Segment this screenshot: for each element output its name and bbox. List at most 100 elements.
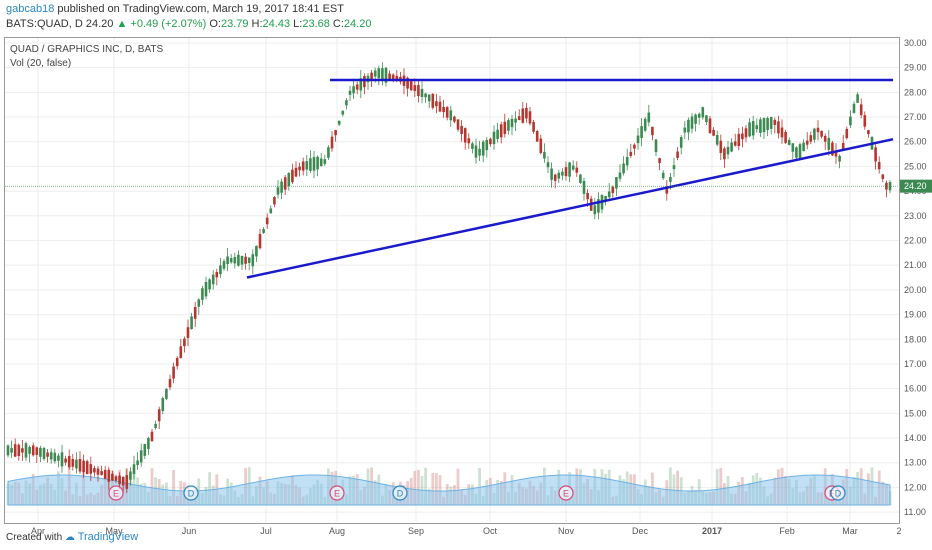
candle-body <box>139 450 143 463</box>
volume-bar <box>676 470 679 505</box>
candle-body <box>481 141 485 156</box>
username-link[interactable]: gabcab18 <box>6 3 55 15</box>
symbol-label: BATS:QUAD, D <box>6 18 83 30</box>
candle-body <box>215 272 219 278</box>
candle-body <box>363 76 366 88</box>
volume-bar <box>672 474 676 505</box>
candle-body <box>471 143 474 149</box>
candle-body <box>766 118 769 130</box>
candle-body <box>103 469 107 479</box>
event-label: E <box>563 489 569 499</box>
x-tick-label: Mar <box>842 526 858 536</box>
x-tick-label: Dec <box>632 526 649 536</box>
candle-body <box>42 448 46 459</box>
candle-body <box>125 475 129 489</box>
candle-body <box>849 116 852 126</box>
last-price-tag-label: 24.20 <box>904 181 927 191</box>
candle-body <box>208 279 211 290</box>
candle-body <box>175 357 179 367</box>
candle-body <box>424 93 427 98</box>
candle-body <box>622 163 625 174</box>
candle-body <box>669 177 672 182</box>
candle-body <box>741 133 744 140</box>
candle-body <box>222 261 226 269</box>
candle-body <box>229 258 233 263</box>
candle-body <box>395 75 399 81</box>
candle-body <box>255 245 258 257</box>
candle-body <box>780 127 784 138</box>
candle-body <box>546 162 550 168</box>
candle-body <box>489 138 492 145</box>
tradingview-brand[interactable]: TradingView <box>77 531 139 543</box>
candle-body <box>237 254 240 266</box>
y-tick-label: 27.00 <box>904 112 927 122</box>
candle-body <box>417 85 420 97</box>
candle-body <box>60 452 64 467</box>
candle-body <box>319 158 323 167</box>
candle-body <box>118 475 121 485</box>
candle-body <box>769 116 773 129</box>
x-tick-label: Jul <box>260 526 272 536</box>
candle-body <box>460 125 463 135</box>
candle-body <box>503 121 507 135</box>
volume-bar <box>413 470 417 505</box>
candle-body <box>582 181 586 194</box>
candle-body <box>676 151 679 158</box>
candle-body <box>190 316 193 330</box>
support-trendline[interactable] <box>246 138 894 279</box>
candle-body <box>276 187 280 195</box>
y-tick-label: 26.00 <box>904 137 927 147</box>
candle-body <box>280 181 283 193</box>
candle-body <box>388 73 391 79</box>
candle-body <box>611 186 615 194</box>
candle-body <box>571 165 575 170</box>
candle-body <box>240 255 244 265</box>
candle-body <box>265 217 269 225</box>
candle-body <box>57 455 60 461</box>
candle-body <box>294 167 298 177</box>
candle-body <box>453 116 456 122</box>
candle-body <box>381 68 384 81</box>
chart-pane[interactable] <box>4 37 900 524</box>
candle-body <box>823 135 827 142</box>
candle-body <box>521 108 525 123</box>
candle-body <box>877 162 881 170</box>
y-tick-label: 30.00 <box>904 38 927 48</box>
candle-body <box>694 114 697 124</box>
price-axis[interactable]: 30.0029.0028.0027.0026.0025.0024.0023.00… <box>904 38 927 517</box>
volume-indicator-label[interactable]: Vol (20, false) <box>10 58 72 69</box>
candle-body <box>748 122 751 137</box>
candle-body <box>409 81 413 91</box>
candle-body <box>604 195 607 201</box>
candle-body <box>553 174 557 181</box>
candle-body <box>251 254 255 267</box>
close-label: C: <box>332 18 344 30</box>
candle-body <box>863 115 867 127</box>
candle-body <box>438 101 442 112</box>
candle-body <box>435 101 438 107</box>
candle-body <box>679 137 683 148</box>
volume-bar <box>417 469 420 505</box>
candle-body <box>787 140 791 145</box>
candle-body <box>456 119 460 130</box>
candle-body <box>827 137 831 150</box>
candle-body <box>406 77 409 89</box>
candle-body <box>654 139 658 153</box>
candle-body <box>93 468 96 473</box>
candle-body <box>607 191 611 198</box>
x-tick-label: Apr <box>31 526 45 536</box>
y-tick-label: 17.00 <box>904 359 927 369</box>
candle-body <box>219 265 222 275</box>
candle-body <box>777 121 780 134</box>
candle-body <box>856 94 859 103</box>
candle-body <box>579 174 582 184</box>
candle-body <box>467 138 471 144</box>
candle-body <box>528 111 532 124</box>
candle-body <box>510 118 514 128</box>
time-axis[interactable]: Apr May Jun Jul Aug Sep Oct Nov Dec 2017 Feb Mar 2 <box>31 526 902 536</box>
y-tick-label: 19.00 <box>904 310 927 320</box>
x-tick-label: May <box>105 526 123 536</box>
candle-body <box>730 142 733 152</box>
y-tick-label: 21.00 <box>904 260 927 270</box>
